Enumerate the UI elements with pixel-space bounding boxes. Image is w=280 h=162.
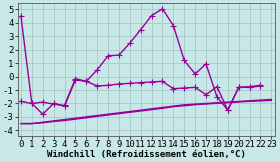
X-axis label: Windchill (Refroidissement éolien,°C): Windchill (Refroidissement éolien,°C)	[47, 150, 246, 159]
